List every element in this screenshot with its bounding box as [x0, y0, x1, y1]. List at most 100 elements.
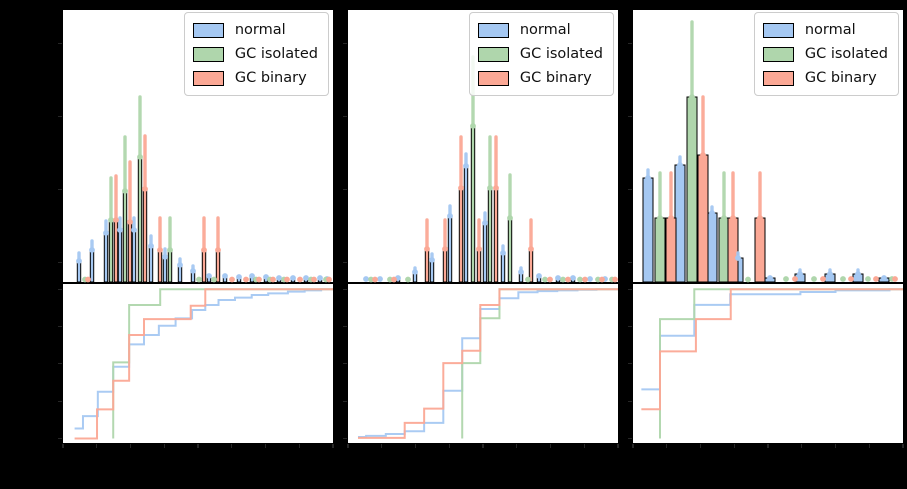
x-axis-tick — [617, 444, 619, 448]
y-axis-tick — [58, 43, 62, 45]
x-axis-tick — [197, 444, 199, 448]
y-axis-tick — [628, 262, 632, 264]
panel-1: normal GC isolated GC binary — [58, 10, 334, 448]
legend-item-normal: normal — [477, 18, 603, 42]
histogram-svg-3 — [642, 20, 898, 283]
x-axis-tick — [632, 444, 634, 448]
x-axis-tick — [666, 444, 668, 448]
y-axis-tick — [628, 326, 632, 328]
y-axis-tick — [58, 437, 62, 440]
histogram-plot-2: normal GC isolated GC binary — [343, 10, 618, 284]
y-axis-tick — [58, 363, 62, 365]
y-axis-tick — [58, 400, 62, 402]
legend-label-gc-isolated: GC isolated — [804, 46, 888, 62]
x-axis-tick — [448, 444, 450, 448]
legend-item-gc-isolated: GC isolated — [762, 42, 888, 66]
legend-item-gc-binary: GC binary — [192, 66, 318, 90]
legend-3: normal GC isolated GC binary — [753, 12, 899, 96]
x-axis-tick — [482, 444, 484, 448]
x-axis-tick — [298, 444, 300, 448]
legend-label-normal: normal — [519, 22, 571, 38]
x-axis-tick — [699, 444, 702, 448]
histogram-plot-1: normal GC isolated GC binary — [58, 10, 333, 284]
legend-item-gc-binary: GC binary — [762, 66, 888, 90]
cdf-plot-1 — [58, 284, 334, 448]
legend-item-normal: normal — [762, 18, 888, 42]
legend-1: normal GC isolated GC binary — [183, 12, 329, 96]
legend-label-gc-binary: GC binary — [519, 70, 592, 86]
x-axis-tick — [902, 444, 904, 448]
legend-swatch-normal — [192, 22, 224, 38]
y-axis-tick — [343, 116, 347, 118]
panel-3: normal GC isolated GC binary — [628, 10, 904, 448]
x-axis-tick — [767, 444, 769, 448]
x-axis-tick — [129, 444, 132, 448]
y-axis-tick — [58, 288, 62, 290]
histogram-svg-2 — [363, 55, 618, 283]
y-axis-tick — [628, 437, 632, 440]
x-axis-tick — [381, 444, 383, 448]
y-axis-tick — [58, 326, 62, 328]
legend-label-gc-isolated: GC isolated — [519, 46, 603, 62]
y-axis-tick — [343, 437, 347, 440]
y-axis-tick — [58, 189, 62, 191]
legend-swatch-gc-binary — [477, 70, 509, 86]
legend-label-normal: normal — [234, 22, 286, 38]
cdf-plot-2 — [343, 284, 619, 448]
x-axis-tick — [834, 444, 837, 448]
x-axis-tick — [733, 444, 735, 448]
y-axis-tick — [628, 363, 632, 365]
x-axis-tick — [231, 444, 233, 448]
legend-swatch-gc-isolated — [762, 46, 794, 62]
y-axis-tick — [628, 288, 632, 290]
legend-label-normal: normal — [804, 22, 856, 38]
y-axis-tick — [58, 116, 62, 118]
y-axis-tick — [628, 43, 632, 45]
legend-item-gc-binary: GC binary — [477, 66, 603, 90]
legend-item-gc-isolated: GC isolated — [477, 42, 603, 66]
y-axis-tick — [58, 262, 62, 264]
cdf-svg-3 — [641, 288, 903, 439]
x-axis-tick — [332, 444, 334, 448]
x-axis-tick — [414, 444, 417, 448]
x-axis-tick — [62, 444, 64, 448]
cdf-svg-2 — [357, 288, 618, 439]
legend-2: normal GC isolated GC binary — [468, 12, 614, 96]
x-axis-tick — [583, 444, 585, 448]
legend-swatch-gc-isolated — [477, 46, 509, 62]
cdf-plot-3 — [628, 284, 904, 448]
legend-swatch-gc-binary — [192, 70, 224, 86]
x-axis-tick — [516, 444, 518, 448]
y-axis-tick — [343, 43, 347, 45]
y-axis-tick — [343, 262, 347, 264]
legend-swatch-normal — [477, 22, 509, 38]
x-axis-tick — [163, 444, 165, 448]
legend-item-gc-isolated: GC isolated — [192, 42, 318, 66]
legend-label-gc-isolated: GC isolated — [234, 46, 318, 62]
histogram-plot-3: normal GC isolated GC binary — [628, 10, 903, 284]
panel-2: normal GC isolated GC binary — [343, 10, 619, 448]
legend-item-normal: normal — [192, 18, 318, 42]
y-axis-tick — [343, 400, 347, 402]
histogram-svg-1 — [76, 95, 332, 283]
y-axis-tick — [343, 326, 347, 328]
legend-label-gc-binary: GC binary — [234, 70, 307, 86]
legend-swatch-normal — [762, 22, 794, 38]
x-axis-tick — [347, 444, 349, 448]
x-axis-tick — [868, 444, 870, 448]
x-axis-tick — [264, 444, 267, 448]
y-axis-tick — [343, 363, 347, 365]
y-axis-tick — [343, 189, 347, 191]
legend-label-gc-binary: GC binary — [804, 70, 877, 86]
y-axis-tick — [343, 288, 347, 290]
legend-swatch-gc-isolated — [192, 46, 224, 62]
x-axis-tick — [549, 444, 552, 448]
y-axis-tick — [628, 116, 632, 118]
y-axis-tick — [628, 189, 632, 191]
y-axis-tick — [628, 400, 632, 402]
x-axis-tick — [801, 444, 803, 448]
cdf-svg-1 — [74, 288, 333, 440]
legend-swatch-gc-binary — [762, 70, 794, 86]
x-axis-tick — [96, 444, 98, 448]
